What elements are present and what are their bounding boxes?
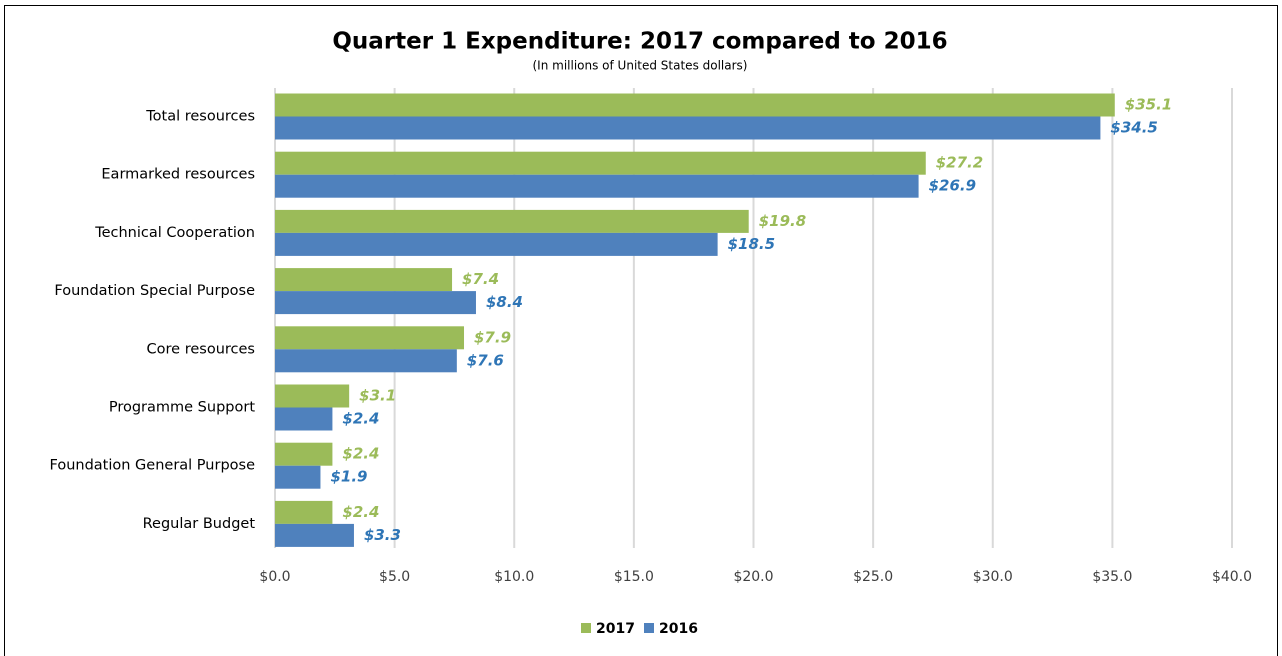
x-tick-label: $20.0 xyxy=(733,569,773,585)
chart-title: Quarter 1 Expenditure: 2017 compared to … xyxy=(332,29,947,55)
value-label: $3.1 xyxy=(359,387,396,405)
x-tick-label: $40.0 xyxy=(1212,569,1252,585)
bar xyxy=(275,326,465,350)
value-label: $2.4 xyxy=(342,445,379,463)
value-label: $7.4 xyxy=(462,270,499,288)
x-tick-label: $15.0 xyxy=(614,569,654,585)
chart-subtitle: (In millions of United States dollars) xyxy=(533,59,748,73)
value-label: $1.9 xyxy=(330,468,367,486)
legend-label: 2016 xyxy=(659,621,698,637)
bar xyxy=(275,442,333,466)
legend-label: 2017 xyxy=(596,621,635,637)
bar xyxy=(275,151,926,175)
y-tick-label: Core resources xyxy=(147,341,255,357)
x-tick-label: $25.0 xyxy=(853,569,893,585)
x-tick-label: $5.0 xyxy=(379,569,410,585)
value-label: $2.4 xyxy=(342,503,379,521)
bar xyxy=(275,116,1101,140)
x-tick-label: $0.0 xyxy=(259,569,290,585)
bar xyxy=(275,407,333,431)
value-label: $19.8 xyxy=(759,212,806,230)
bar xyxy=(275,174,919,198)
bar xyxy=(275,209,749,233)
value-label: $27.2 xyxy=(936,154,983,172)
x-tick-label: $35.0 xyxy=(1092,569,1132,585)
bar xyxy=(275,384,350,408)
x-tick-label: $10.0 xyxy=(494,569,534,585)
legend-swatch xyxy=(644,623,654,633)
value-label: $7.9 xyxy=(474,328,511,346)
value-label: $8.4 xyxy=(486,293,523,311)
y-tick-label: Regular Budget xyxy=(143,516,256,532)
value-label: $26.9 xyxy=(929,177,976,195)
bar xyxy=(275,93,1115,117)
bar xyxy=(275,291,476,315)
bar xyxy=(275,349,457,373)
y-tick-label: Total resources xyxy=(145,109,255,125)
bar xyxy=(275,500,333,524)
bar xyxy=(275,232,718,256)
value-label: $34.5 xyxy=(1110,119,1157,137)
bar xyxy=(275,523,354,547)
bar xyxy=(275,268,453,292)
legend-swatch xyxy=(581,623,591,633)
value-label: $3.3 xyxy=(364,526,401,544)
y-tick-label: Programme Support xyxy=(109,400,255,416)
bar xyxy=(275,465,321,489)
value-label: $18.5 xyxy=(728,235,775,253)
y-tick-label: Earmarked resources xyxy=(101,167,255,183)
value-label: $7.6 xyxy=(467,351,504,369)
y-tick-label: Foundation General Purpose xyxy=(50,458,256,474)
value-label: $35.1 xyxy=(1125,96,1172,114)
y-tick-label: Technical Cooperation xyxy=(94,225,255,241)
value-label: $2.4 xyxy=(342,410,379,428)
y-tick-label: Foundation Special Purpose xyxy=(54,283,255,299)
x-tick-label: $30.0 xyxy=(973,569,1013,585)
